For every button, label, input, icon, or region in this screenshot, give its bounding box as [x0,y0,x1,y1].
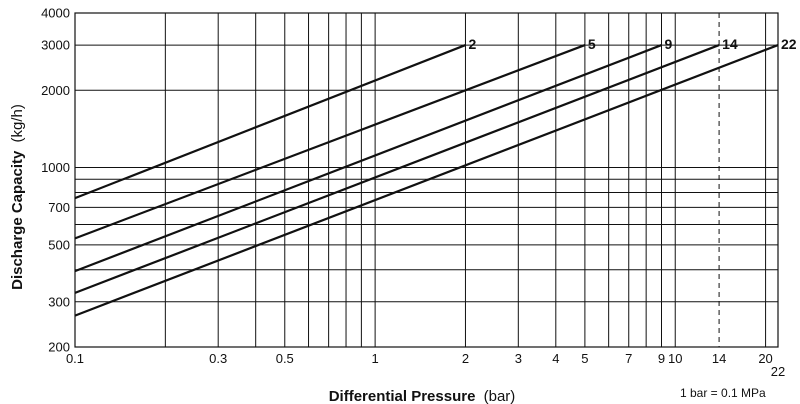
series-line-2 [74,44,466,200]
series-label-14: 14 [722,36,738,52]
x-tick-label: 0.3 [209,351,227,366]
series-layer [74,44,779,317]
y-tick-label: 2000 [41,83,70,98]
x-tick-label: 2 [462,351,469,366]
x-tick-label: 22 [771,364,785,379]
series-line-5 [74,44,586,240]
plot-frame [74,12,779,348]
y-tick-label: 300 [48,294,70,309]
x-tick-label: 3 [515,351,522,366]
y-tick-label: 700 [48,200,70,215]
y-tick-label: 4000 [41,6,70,21]
tick-layer: 200 300 500 700 1000 2000 3000 4000 0.1 0.3 0.5 1 2 3… [41,6,785,380]
x-tick-label: 5 [581,351,588,366]
x-axis-title: Differential Pressure (bar) [329,388,516,404]
x-tick-label: 1 [371,351,378,366]
x-tick-label: 0.5 [276,351,294,366]
series-label-9: 9 [665,36,673,52]
x-tick-label: 14 [712,351,726,366]
y-tick-label: 200 [48,340,70,355]
series-label-22: 22 [781,36,797,52]
y-axis-title-text: Discharge Capacity [9,150,26,290]
x-tick-label: 10 [668,351,682,366]
label-layer: 2 5 9 14 22 [468,36,796,52]
y-tick-label: 1000 [41,160,70,175]
x-tick-label: 9 [658,351,665,366]
y-axis-title: Discharge Capacity (kg/h) [9,104,26,290]
series-line-9 [74,44,662,273]
y-axis-unit: (kg/h) [9,104,26,142]
series-label-5: 5 [588,36,596,52]
unit-conversion-note: 1 bar = 0.1 MPa [680,386,766,400]
x-tick-label: 0.1 [66,351,84,366]
x-tick-label: 4 [552,351,559,366]
series-line-22 [74,44,779,317]
x-tick-label: 20 [758,351,772,366]
x-tick-label: 7 [625,351,632,366]
x-axis-unit: (bar) [484,388,516,404]
series-line-14 [74,44,720,294]
series-label-2: 2 [468,36,476,52]
x-axis-title-text: Differential Pressure [329,388,476,404]
y-tick-label: 3000 [41,38,70,53]
y-tick-label: 500 [48,237,70,252]
